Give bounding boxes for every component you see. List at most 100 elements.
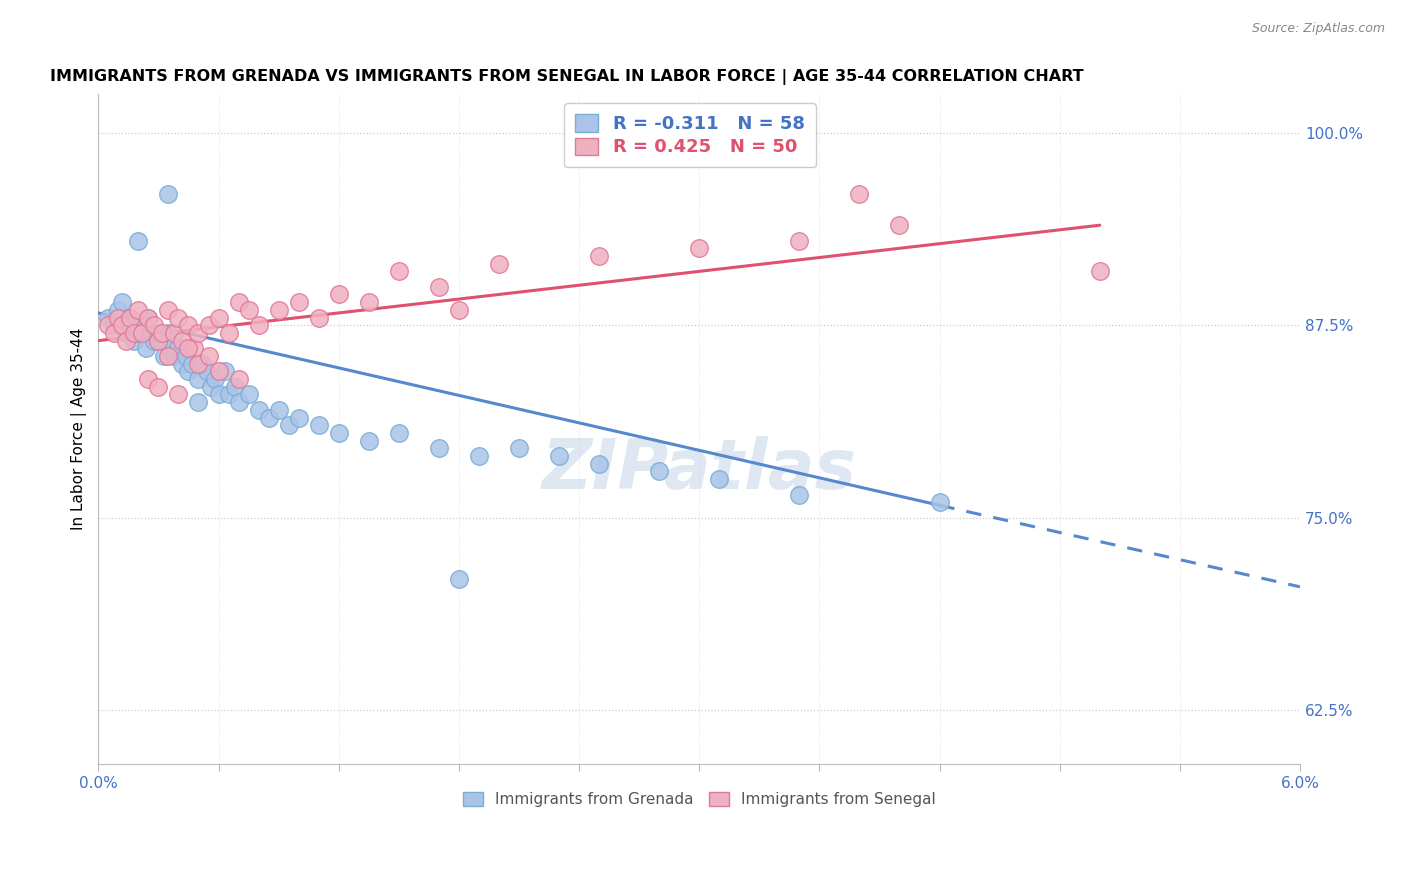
- Point: [277, 418, 299, 433]
- Point: [183, 341, 205, 355]
- Point: [157, 187, 180, 202]
- Point: [177, 341, 200, 355]
- Point: [447, 572, 470, 586]
- Point: [204, 372, 226, 386]
- Point: [287, 410, 309, 425]
- Text: IMMIGRANTS FROM GRENADA VS IMMIGRANTS FROM SENEGAL IN LABOR FORCE | AGE 35-44 CO: IMMIGRANTS FROM GRENADA VS IMMIGRANTS FR…: [51, 69, 1084, 85]
- Point: [488, 257, 510, 271]
- Point: [357, 434, 380, 448]
- Point: [148, 326, 170, 340]
- Point: [308, 418, 330, 433]
- Point: [167, 310, 190, 325]
- Point: [287, 295, 309, 310]
- Point: [124, 334, 146, 348]
- Point: [107, 310, 129, 325]
- Point: [328, 425, 350, 440]
- Point: [97, 310, 120, 325]
- Point: [172, 357, 194, 371]
- Point: [238, 302, 260, 317]
- Point: [588, 457, 610, 471]
- Point: [97, 318, 120, 333]
- Point: [167, 341, 190, 355]
- Point: [138, 372, 160, 386]
- Point: [157, 326, 180, 340]
- Point: [120, 318, 142, 333]
- Point: [709, 472, 731, 486]
- Point: [548, 449, 571, 463]
- Point: [238, 387, 260, 401]
- Legend: Immigrants from Grenada, Immigrants from Senegal: Immigrants from Grenada, Immigrants from…: [457, 786, 942, 814]
- Point: [267, 302, 290, 317]
- Point: [789, 487, 811, 501]
- Point: [228, 295, 250, 310]
- Point: [789, 234, 811, 248]
- Point: [157, 349, 180, 363]
- Point: [103, 318, 125, 333]
- Point: [107, 302, 129, 317]
- Point: [187, 372, 209, 386]
- Point: [152, 326, 174, 340]
- Point: [187, 326, 209, 340]
- Point: [889, 218, 911, 232]
- Point: [197, 349, 219, 363]
- Text: ZIPatlas: ZIPatlas: [541, 436, 856, 503]
- Point: [172, 334, 194, 348]
- Point: [308, 310, 330, 325]
- Point: [427, 442, 450, 456]
- Point: [508, 442, 530, 456]
- Point: [157, 302, 180, 317]
- Point: [588, 249, 610, 263]
- Point: [117, 310, 139, 325]
- Point: [138, 310, 160, 325]
- Point: [163, 349, 186, 363]
- Point: [135, 341, 157, 355]
- Point: [447, 302, 470, 317]
- Point: [167, 387, 190, 401]
- Point: [148, 380, 170, 394]
- Point: [127, 302, 149, 317]
- Point: [177, 364, 200, 378]
- Point: [247, 403, 270, 417]
- Point: [163, 326, 186, 340]
- Point: [224, 380, 246, 394]
- Point: [267, 403, 290, 417]
- Point: [357, 295, 380, 310]
- Point: [131, 326, 153, 340]
- Point: [688, 241, 710, 255]
- Y-axis label: In Labor Force | Age 35-44: In Labor Force | Age 35-44: [72, 328, 87, 531]
- Point: [176, 349, 198, 363]
- Point: [257, 410, 280, 425]
- Point: [148, 334, 170, 348]
- Point: [124, 326, 146, 340]
- Point: [177, 318, 200, 333]
- Point: [468, 449, 491, 463]
- Point: [141, 326, 163, 340]
- Point: [928, 495, 950, 509]
- Point: [648, 465, 671, 479]
- Point: [228, 395, 250, 409]
- Point: [143, 334, 166, 348]
- Point: [187, 395, 209, 409]
- Point: [131, 318, 153, 333]
- Point: [159, 341, 181, 355]
- Point: [247, 318, 270, 333]
- Point: [153, 349, 176, 363]
- Point: [103, 326, 125, 340]
- Point: [214, 364, 236, 378]
- Point: [207, 310, 229, 325]
- Point: [848, 187, 870, 202]
- Point: [388, 425, 411, 440]
- Point: [388, 264, 411, 278]
- Point: [111, 318, 134, 333]
- Point: [195, 364, 218, 378]
- Point: [187, 357, 209, 371]
- Point: [127, 234, 149, 248]
- Text: Source: ZipAtlas.com: Source: ZipAtlas.com: [1251, 22, 1385, 36]
- Point: [218, 387, 240, 401]
- Point: [197, 318, 219, 333]
- Point: [120, 310, 142, 325]
- Point: [111, 295, 134, 310]
- Point: [207, 387, 229, 401]
- Point: [152, 334, 174, 348]
- Point: [138, 310, 160, 325]
